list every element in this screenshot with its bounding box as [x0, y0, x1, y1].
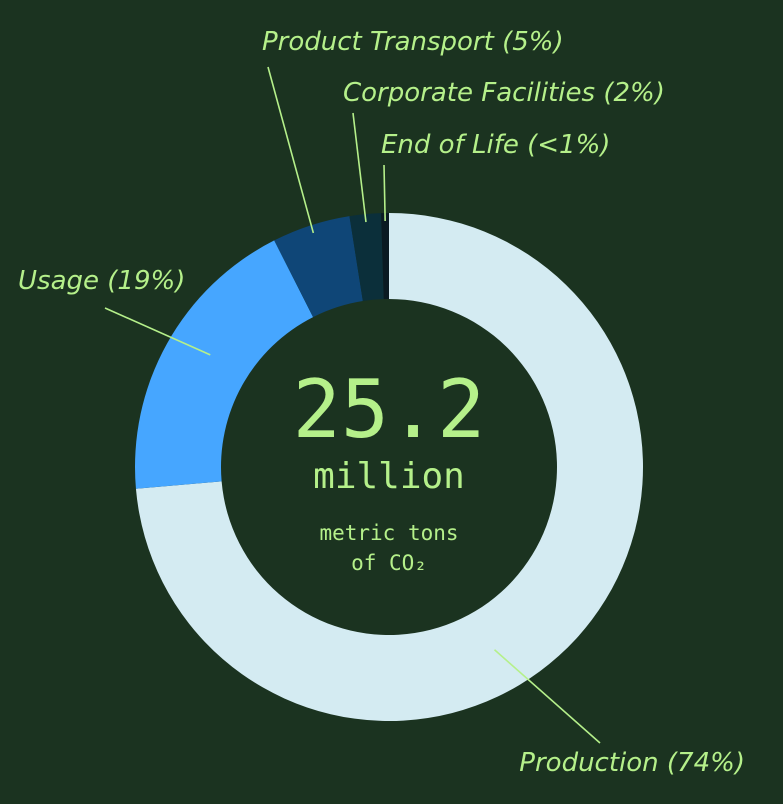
slice-labels: Production (74%) Usage (19%) Product Trans… [18, 27, 745, 778]
slice-corporate-facilities [349, 213, 384, 302]
leader-lines [104, 66, 601, 744]
slice-usage [135, 240, 314, 489]
slice-label-corporate-facilities: Corporate Facilities (2%) [343, 78, 665, 108]
leader-line-usage [104, 307, 211, 356]
center-unit: million [313, 456, 465, 497]
leader-line-end-of-life [383, 164, 386, 222]
donut-slices [135, 213, 643, 721]
center-caption-line2: of CO₂ [351, 551, 427, 575]
slice-product-transport [274, 216, 363, 318]
slice-label-product-transport: Product Transport (5%) [262, 27, 564, 57]
leader-line-product-transport [267, 66, 315, 234]
center-caption-line1: metric tons [319, 521, 458, 545]
leader-line-production [493, 649, 601, 744]
slice-end-of-life [381, 213, 389, 300]
slice-production [135, 213, 643, 721]
center-value: 25.2 [293, 363, 486, 456]
leader-line-corporate-facilities [352, 112, 367, 223]
slice-label-usage: Usage (19%) [18, 266, 185, 296]
slice-label-production: Production (74%) [519, 748, 745, 778]
slice-label-end-of-life: End of Life (<1%) [381, 130, 610, 160]
